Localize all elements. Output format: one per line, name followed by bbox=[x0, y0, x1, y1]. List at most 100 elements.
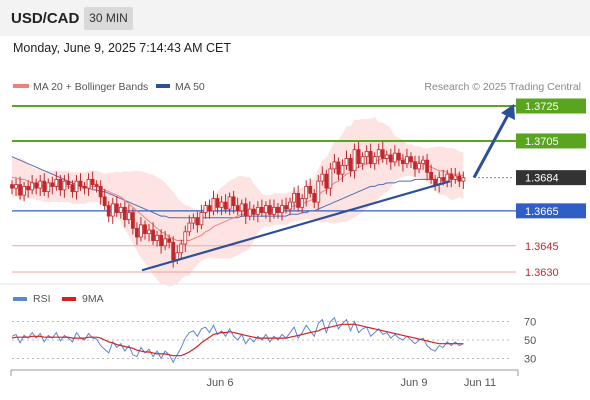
candle bbox=[219, 195, 224, 216]
candle bbox=[114, 195, 119, 217]
candle bbox=[122, 201, 127, 228]
candle-body bbox=[409, 156, 413, 163]
level-label-1.3725: 1.3725 bbox=[525, 101, 559, 113]
candle-body bbox=[352, 149, 357, 172]
candle-body bbox=[34, 182, 39, 189]
candle bbox=[384, 150, 389, 165]
candle bbox=[429, 164, 434, 184]
candle-body bbox=[10, 184, 14, 189]
level-label-1.3684: 1.3684 bbox=[525, 173, 559, 185]
candle-body bbox=[203, 205, 208, 213]
candle bbox=[183, 225, 188, 252]
candle-body bbox=[118, 206, 123, 213]
candle-body bbox=[344, 158, 349, 166]
candle-body bbox=[340, 165, 345, 175]
candle-body bbox=[82, 185, 87, 189]
level-labels: 1.3725 1.3705 1.3684 1.3665 1.3645 1.3630 bbox=[516, 98, 586, 279]
candle-body bbox=[191, 217, 196, 224]
candle bbox=[118, 202, 123, 219]
legend: MA 20 + Bollinger Bands MA 50 Research ©… bbox=[13, 81, 581, 93]
candle bbox=[328, 162, 333, 196]
candle-body bbox=[449, 173, 454, 180]
candle-body bbox=[30, 182, 35, 191]
candle-body bbox=[368, 151, 373, 165]
x-tick-label: Jun 9 bbox=[401, 377, 428, 389]
candle bbox=[34, 178, 39, 195]
candle-body bbox=[163, 238, 168, 247]
candle bbox=[223, 194, 228, 214]
candle-body bbox=[380, 149, 385, 159]
timeframe-button[interactable]: 30 MIN bbox=[84, 7, 133, 30]
candle bbox=[461, 171, 466, 189]
candle-body bbox=[126, 212, 131, 220]
rsi-tick-70: 70 bbox=[524, 317, 536, 329]
candle bbox=[195, 211, 200, 233]
candle bbox=[130, 208, 135, 235]
candle bbox=[155, 230, 159, 247]
candle bbox=[66, 173, 71, 189]
candle bbox=[26, 180, 31, 198]
candle-body bbox=[106, 205, 111, 217]
candle bbox=[247, 201, 252, 221]
candle bbox=[58, 175, 63, 196]
candle-body bbox=[255, 206, 260, 215]
candle bbox=[336, 157, 341, 181]
candle bbox=[340, 159, 345, 183]
candle-body bbox=[159, 234, 164, 247]
candle-body bbox=[139, 224, 143, 238]
candle bbox=[280, 199, 284, 221]
level-tag-1.3725 bbox=[516, 98, 586, 114]
candle-body bbox=[211, 198, 216, 212]
candle-body bbox=[66, 180, 71, 186]
candle-body bbox=[280, 205, 284, 213]
candle bbox=[171, 236, 176, 268]
candle-body bbox=[22, 185, 26, 196]
candle-body bbox=[312, 192, 317, 203]
candle bbox=[86, 173, 91, 196]
candle-body bbox=[396, 152, 401, 161]
candle bbox=[292, 187, 297, 210]
candle-body bbox=[324, 173, 329, 189]
candle bbox=[417, 155, 421, 174]
candle bbox=[151, 222, 155, 245]
candle-body bbox=[392, 152, 397, 163]
candle bbox=[320, 166, 325, 186]
candle bbox=[147, 223, 151, 242]
candle-body bbox=[26, 185, 31, 191]
candle-body bbox=[356, 149, 361, 165]
candle bbox=[368, 143, 373, 169]
candle bbox=[308, 178, 313, 198]
level-label-1.3630: 1.3630 bbox=[525, 267, 559, 279]
candle bbox=[259, 199, 264, 217]
candle bbox=[14, 178, 18, 196]
candle-body bbox=[332, 161, 337, 170]
candle bbox=[421, 155, 425, 170]
candle bbox=[227, 192, 232, 216]
candle bbox=[312, 189, 317, 209]
candle-body bbox=[251, 208, 256, 215]
candle-body bbox=[441, 177, 446, 182]
candle-body bbox=[143, 224, 147, 234]
x-tick-label: Jun 11 bbox=[464, 377, 496, 389]
candle bbox=[272, 199, 276, 219]
candle bbox=[348, 154, 353, 177]
candle bbox=[324, 169, 329, 195]
rsi-ma-legend-label: 9MA bbox=[82, 293, 104, 305]
candle bbox=[360, 152, 365, 170]
candle-body bbox=[14, 184, 18, 189]
candle bbox=[46, 178, 51, 198]
candle bbox=[300, 194, 305, 214]
candle-body bbox=[58, 178, 63, 191]
candle-body bbox=[372, 156, 377, 165]
candle-body bbox=[296, 192, 301, 208]
candle bbox=[304, 180, 309, 207]
candle bbox=[90, 171, 95, 189]
candle-body bbox=[231, 196, 236, 207]
candle-body bbox=[328, 168, 333, 189]
candle bbox=[187, 215, 192, 237]
level-tag-1.3705 bbox=[516, 133, 586, 149]
candle-body bbox=[207, 205, 212, 212]
candle-body bbox=[316, 180, 321, 203]
candle bbox=[284, 197, 288, 214]
